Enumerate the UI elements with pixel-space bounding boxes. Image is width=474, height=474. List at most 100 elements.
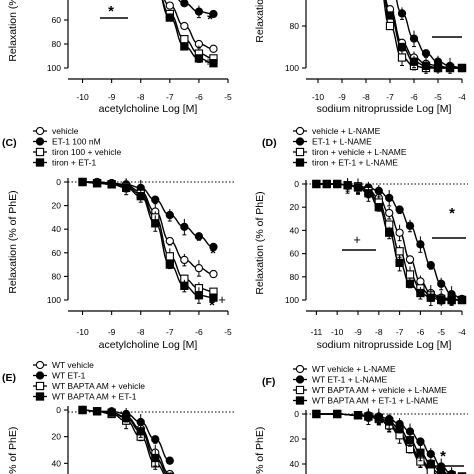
data-point — [397, 53, 407, 62]
data-point — [136, 417, 145, 427]
x-tick-label: -6 — [195, 327, 203, 337]
data-point — [385, 208, 394, 218]
significance-star: * — [108, 3, 114, 20]
data-point — [395, 228, 404, 237]
data-point — [426, 467, 435, 474]
data-point — [385, 228, 394, 237]
data-point — [385, 417, 394, 426]
data-point — [405, 427, 415, 436]
y-tick-label: 40 — [290, 459, 300, 469]
panel-c: 0 20 40 60 80 100 -10 -9 -8 -7 -6 -5 acetylcholine L… — [2, 126, 234, 351]
y-tick-label: 100 — [47, 295, 61, 305]
y-axis-title: Relaxation (% — [254, 0, 266, 43]
legend-marker — [295, 375, 305, 384]
data-point — [180, 255, 189, 265]
data-point — [312, 409, 321, 419]
x-tick-label: -8 — [375, 327, 383, 337]
data-point — [426, 449, 435, 459]
x-tick-label: -9 — [338, 92, 346, 102]
panel-letter: (D) — [262, 137, 277, 149]
data-point — [333, 409, 342, 419]
data-point — [180, 35, 189, 44]
x-tick-label: -9 — [108, 92, 116, 102]
data-point — [165, 260, 174, 269]
x-tick-label: -10 — [76, 327, 89, 337]
data-point — [151, 435, 160, 444]
data-point — [405, 270, 415, 279]
data-point — [107, 408, 116, 417]
data-point — [397, 42, 407, 52]
x-tick-label: -5 — [224, 327, 232, 337]
series-line — [82, 181, 214, 275]
plot-area — [161, 0, 218, 68]
y-tick-label: 20 — [52, 432, 62, 442]
data-point — [395, 247, 404, 256]
data-point — [209, 242, 218, 252]
data-point — [180, 222, 189, 231]
data-point — [416, 437, 425, 446]
legend-marker — [35, 126, 45, 136]
legend-marker — [35, 158, 45, 167]
data-point — [209, 269, 218, 279]
data-point — [92, 407, 102, 416]
x-tick-label: -6 — [195, 92, 203, 102]
y-tick-label: 80 — [290, 21, 300, 31]
data-point — [151, 453, 160, 463]
data-point — [209, 293, 218, 302]
data-point — [385, 193, 394, 203]
legend-marker — [295, 126, 305, 136]
x-tick-label: -6 — [410, 92, 418, 102]
y-tick-label: 0 — [56, 177, 61, 187]
legend-marker — [295, 158, 305, 167]
panel-letter: (C) — [2, 137, 17, 149]
data-point — [397, 9, 407, 18]
x-tick-label: -7 — [166, 327, 174, 337]
data-point — [180, 21, 189, 31]
x-axis-title: acetylcholine Log [M] — [99, 339, 198, 351]
legend-marker — [295, 364, 305, 374]
significance-star: * — [209, 297, 215, 314]
data-point — [395, 424, 404, 434]
data-point — [180, 42, 189, 51]
plot-area — [383, 0, 467, 74]
legend-entry: tiron + ET-1 — [52, 158, 96, 168]
data-point — [457, 295, 467, 305]
data-point — [194, 232, 204, 241]
data-point — [457, 472, 467, 474]
x-tick-label: -7 — [396, 327, 404, 337]
legend-marker — [295, 396, 305, 405]
y-tick-label: 100 — [285, 63, 299, 73]
legend-entry: vehicle — [52, 126, 79, 136]
data-point — [353, 183, 363, 192]
y-tick-label: 80 — [52, 39, 62, 49]
y-axis-title: (% of PhE) — [7, 427, 19, 474]
legend-entry: vehicle + L-NAME — [312, 126, 381, 136]
legend-entry: WT BAPTA AM + vehicle — [52, 381, 145, 391]
data-point — [447, 295, 456, 305]
x-axis-title: acetylcholine Log [M] — [99, 103, 198, 115]
data-point — [426, 293, 435, 302]
data-point — [409, 57, 419, 66]
panel-a: 60 80 100 -10 -9 -8 -7 -6 -5 acetylcholine Log [M… — [7, 0, 232, 115]
y-tick-label: 60 — [52, 15, 62, 25]
data-point — [416, 288, 425, 298]
y-axis-title: Relaxation (% of PhE) — [7, 190, 19, 293]
panel-letter: (F) — [262, 376, 275, 388]
series-line — [82, 181, 214, 299]
legend-entry: WT BAPTA AM + ET-1 + L-NAME — [312, 396, 439, 406]
data-point — [395, 258, 404, 268]
x-tick-label: -8 — [137, 327, 145, 337]
y-tick-label: 60 — [290, 249, 300, 259]
x-tick-label: -10 — [331, 327, 344, 337]
series-line — [82, 181, 214, 248]
x-tick-label: -5 — [434, 92, 442, 102]
data-point — [343, 181, 352, 190]
legend-entry: WT BAPTA AM + ET-1 — [52, 392, 137, 402]
x-tick-label: -10 — [312, 92, 325, 102]
data-point — [405, 255, 415, 264]
legend-marker — [35, 360, 45, 370]
